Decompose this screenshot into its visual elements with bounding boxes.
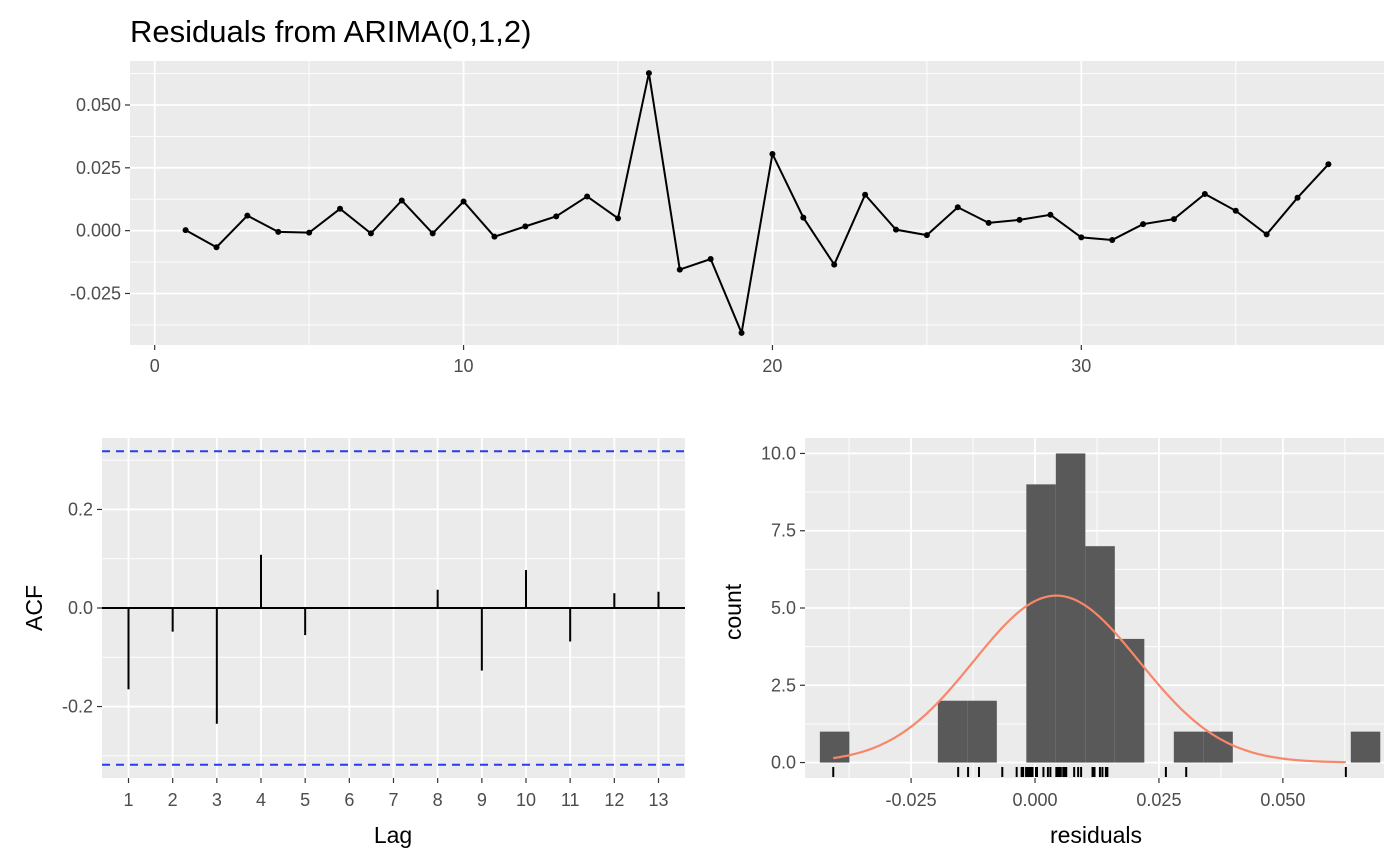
residual-point [1170,216,1177,223]
residual-point [1232,207,1239,214]
acf-marks [102,450,685,766]
histogram-marks [819,453,1381,777]
residual-point [306,229,313,236]
x-tick-label: 10 [454,356,474,376]
y-tick-label: -0.025 [70,283,121,303]
y-tick-label: 0.0 [68,598,93,618]
y-tick-label: 5.0 [771,598,796,618]
residual-point [831,261,838,268]
residual-point [985,219,992,226]
residual-point [429,230,436,237]
histogram-bar [1173,731,1204,763]
y-tick-label: 0.025 [76,158,121,178]
x-tick-label: -0.025 [886,790,937,810]
histogram-bar [967,700,997,763]
acf-axes: 1 2 3 4 5 6 7 8 9 10 11 12 13-0.20.00.2 [62,499,669,810]
residual-point [398,197,405,204]
residual-series-line [185,72,1330,337]
y-tick-label: 2.5 [771,675,796,695]
residual-point [615,215,622,222]
residual-point [1201,190,1208,197]
x-tick-label: 1 [123,790,133,810]
residual-point [522,223,529,230]
x-tick-label: 0.050 [1260,790,1305,810]
residual-point [337,205,344,212]
x-tick-label: 12 [604,790,624,810]
x-tick-label: 20 [762,356,782,376]
y-tick-label: -0.2 [62,697,93,717]
residual-point [1263,231,1270,238]
time-series-axes: 0 10 20 30 -0.025 0.000 0.025 0.050 [70,95,1091,376]
residual-point [1078,234,1085,241]
histogram-axes: -0.025 0.000 0.025 0.050 0.0 2.5 5.0 7.5 10.0 [761,443,1305,810]
histogram-bar [1203,731,1233,763]
x-tick-label: 4 [256,790,266,810]
x-tick-label: 30 [1071,356,1091,376]
time-series-plot-background [130,61,1384,345]
residual-time-series-panel: Residuals from ARIMA(0,1,2) 0 10 20 30 -0.02… [70,14,1384,376]
residual-point [954,204,961,211]
residual-point [1140,221,1147,228]
residual-point [1325,161,1332,168]
residual-point [1047,211,1054,218]
normal-density-curve [833,594,1346,764]
histogram-y-axis-label: count [720,583,746,640]
x-tick-label: 11 [561,790,580,810]
residual-point [182,227,189,234]
residual-point [275,228,282,235]
histogram-panel: -0.025 0.000 0.025 0.050 0.0 2.5 5.0 7.5 10.0 re… [720,438,1384,848]
histogram-x-axis-label: residuals [1050,822,1142,848]
time-series-marks [182,70,1332,337]
y-tick-label: 7.5 [771,521,796,541]
x-tick-label: 3 [212,790,222,810]
y-tick-label: 0.0 [771,753,796,773]
histogram-bar [1026,484,1056,763]
residual-point [676,266,683,273]
residual-point [1109,236,1116,243]
histogram-bar [1114,638,1145,763]
x-tick-label: 8 [433,790,443,810]
histogram-bar [1350,731,1381,763]
acf-y-axis-label: ACF [21,585,47,631]
residual-point [213,244,220,251]
residual-point [367,230,374,237]
chart-title: Residuals from ARIMA(0,1,2) [130,14,531,49]
residual-point [553,213,560,220]
residual-point [1016,216,1023,223]
histogram-bar [937,700,968,763]
histogram-bar [1085,546,1115,763]
residual-point [923,232,930,239]
time-series-gridlines [77,61,1384,345]
x-tick-label: 9 [477,790,487,810]
residual-point [244,212,251,219]
y-tick-label: 0.000 [76,221,121,241]
acf-x-axis-label: Lag [374,822,412,848]
residual-point [1294,194,1301,201]
residual-point [769,150,776,157]
x-tick-label: 0.000 [1012,790,1057,810]
residual-point [645,70,652,77]
x-tick-label: 0 [150,356,160,376]
acf-panel: 1 2 3 4 5 6 7 8 9 10 11 12 13-0.20.00.2 Lag ACF [21,438,685,848]
x-tick-label: 10 [516,790,536,810]
x-tick-label: 2 [168,790,178,810]
x-tick-label: 0.025 [1136,790,1181,810]
residual-point [892,226,899,233]
residual-point [491,233,498,240]
residual-point [460,198,467,205]
residual-point [862,191,869,198]
y-tick-label: 0.2 [68,499,93,519]
residual-point [800,214,807,221]
x-tick-label: 7 [388,790,398,810]
x-tick-label: 5 [300,790,310,810]
residual-point [584,193,591,200]
histogram-bar [1055,453,1086,763]
y-tick-label: 0.050 [76,95,121,115]
x-tick-label: 6 [344,790,354,810]
residual-point [707,256,714,263]
y-tick-label: 10.0 [761,443,796,463]
residual-point [738,329,745,336]
x-tick-label: 13 [648,790,668,810]
